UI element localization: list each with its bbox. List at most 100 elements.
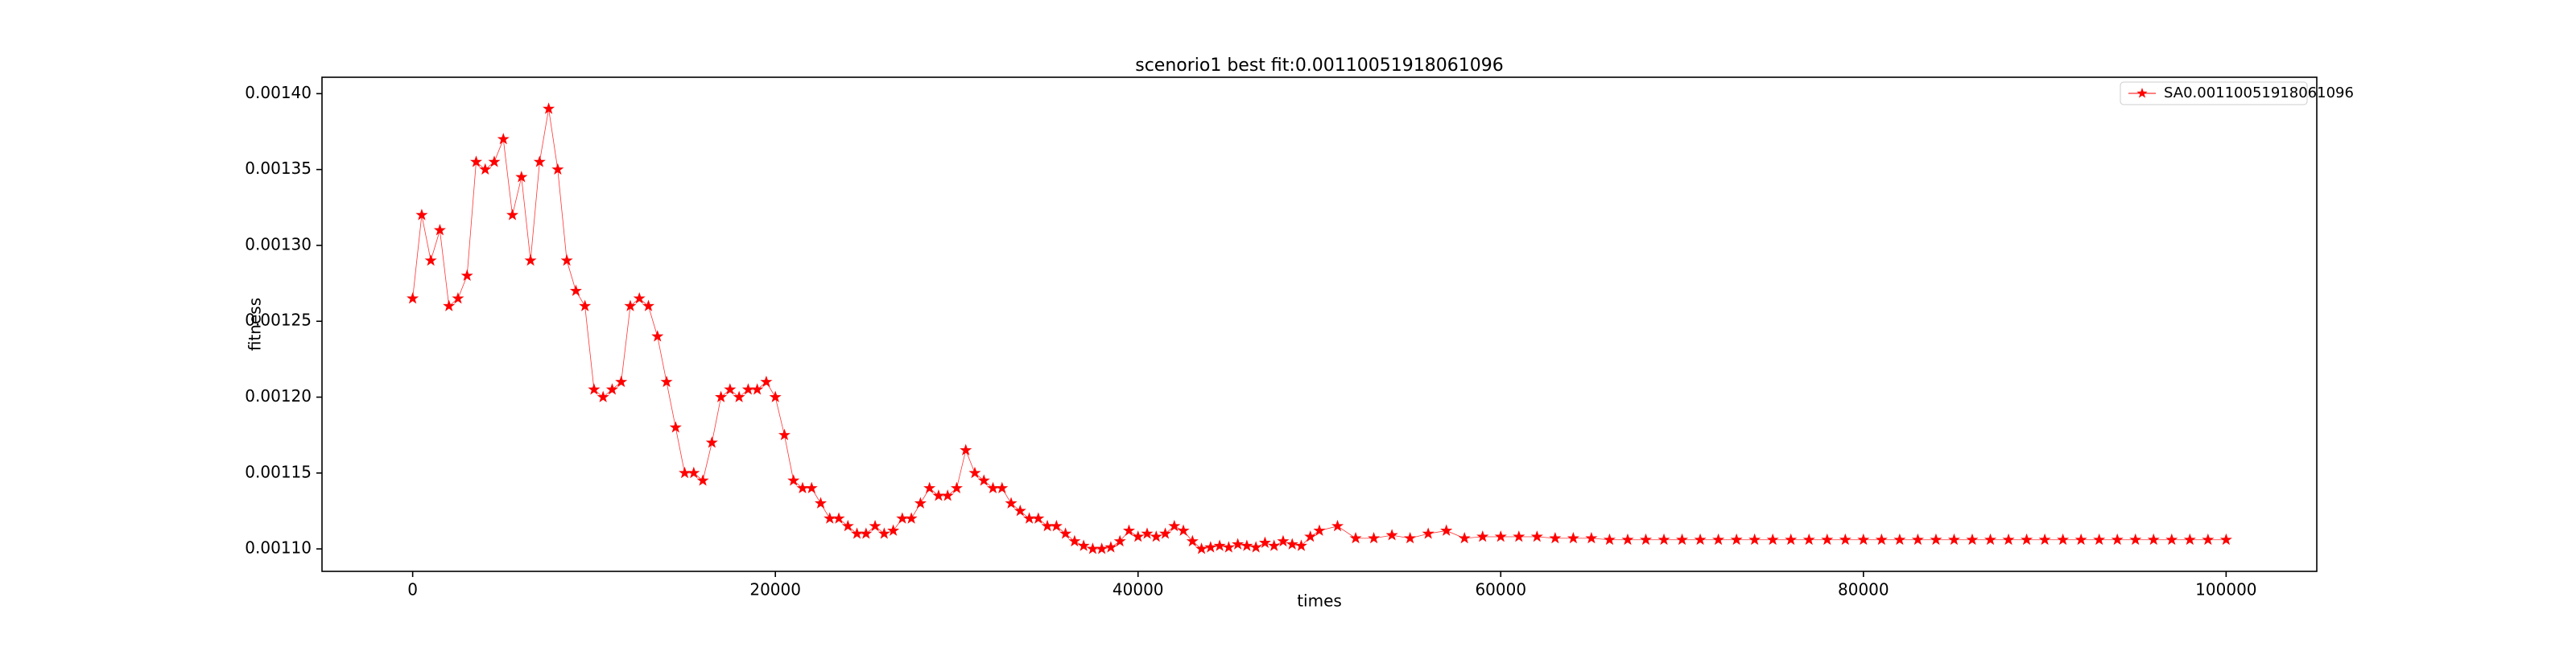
y-tick-label: 0.00140 bbox=[245, 83, 312, 102]
legend-marker bbox=[2136, 88, 2148, 98]
point-marker bbox=[1032, 512, 1045, 524]
point-marker bbox=[1476, 530, 1489, 542]
point-marker bbox=[1068, 534, 1081, 547]
point-marker bbox=[1186, 534, 1199, 547]
point-marker bbox=[1132, 530, 1145, 542]
point-marker bbox=[905, 512, 918, 524]
y-tick-label: 0.00120 bbox=[245, 386, 312, 406]
point-marker bbox=[1177, 524, 1190, 536]
y-tick-label: 0.00115 bbox=[245, 462, 312, 481]
legend-box bbox=[2120, 81, 2308, 105]
x-tick-label: 100000 bbox=[2195, 580, 2256, 600]
point-marker bbox=[2202, 533, 2215, 546]
point-marker bbox=[1168, 519, 1181, 532]
point-marker bbox=[1911, 533, 1924, 546]
point-marker bbox=[950, 481, 963, 494]
point-marker bbox=[651, 330, 664, 342]
chart-title: scenorio1 best fit:0.00110051918061096 bbox=[1135, 56, 1504, 76]
point-marker bbox=[1404, 531, 1417, 544]
point-marker bbox=[724, 383, 737, 395]
point-marker bbox=[968, 466, 981, 479]
legend-label: SA0.00110051918061096 bbox=[2164, 84, 2354, 101]
point-marker bbox=[443, 299, 456, 311]
point-marker bbox=[1621, 533, 1634, 546]
x-tick-label: 20000 bbox=[749, 580, 801, 600]
series-markers bbox=[407, 102, 2232, 554]
point-marker bbox=[960, 443, 972, 455]
point-marker bbox=[832, 512, 845, 524]
point-marker bbox=[814, 497, 828, 509]
axes-frame bbox=[321, 76, 2318, 572]
point-marker bbox=[588, 383, 601, 395]
point-marker bbox=[1875, 533, 1888, 546]
point-marker bbox=[1766, 533, 1779, 546]
point-marker bbox=[1150, 530, 1162, 542]
point-marker bbox=[2038, 533, 2051, 546]
point-marker bbox=[1158, 527, 1172, 539]
x-tick-label: 40000 bbox=[1113, 580, 1164, 600]
point-marker bbox=[1530, 530, 1543, 542]
point-marker bbox=[560, 253, 573, 266]
point-marker bbox=[1013, 505, 1026, 517]
point-marker bbox=[1422, 527, 1435, 539]
point-marker bbox=[715, 390, 728, 402]
point-marker bbox=[1802, 533, 1815, 546]
point-marker bbox=[615, 375, 628, 388]
point-marker bbox=[696, 474, 709, 486]
point-marker bbox=[524, 253, 537, 266]
point-marker bbox=[597, 390, 609, 402]
point-marker bbox=[415, 208, 428, 220]
point-marker bbox=[1930, 533, 1942, 546]
point-marker bbox=[805, 481, 818, 494]
x-axis-label: times bbox=[1297, 591, 1342, 611]
point-marker bbox=[1748, 533, 1761, 546]
point-marker bbox=[787, 474, 800, 486]
point-marker bbox=[633, 292, 646, 304]
point-marker bbox=[1947, 533, 1960, 546]
point-marker bbox=[1059, 527, 1072, 539]
y-tick-label: 0.00130 bbox=[245, 234, 312, 253]
point-marker bbox=[1585, 531, 1598, 544]
point-marker bbox=[751, 383, 764, 395]
point-marker bbox=[1204, 541, 1217, 553]
point-marker bbox=[1050, 519, 1063, 532]
point-marker bbox=[1077, 539, 1090, 551]
point-marker bbox=[1694, 533, 1707, 546]
point-marker bbox=[1440, 524, 1453, 536]
point-marker bbox=[923, 481, 936, 494]
y-axis-label: fitness bbox=[246, 298, 265, 351]
point-marker bbox=[1785, 533, 1798, 546]
point-marker bbox=[1603, 533, 1616, 546]
point-marker bbox=[1730, 533, 1743, 546]
point-marker bbox=[996, 481, 1009, 494]
point-marker bbox=[452, 292, 464, 304]
point-marker bbox=[687, 466, 700, 479]
point-marker bbox=[1893, 533, 1906, 546]
point-marker bbox=[1213, 539, 1226, 551]
point-marker bbox=[860, 527, 873, 539]
point-marker bbox=[1821, 533, 1834, 546]
point-marker bbox=[479, 163, 492, 175]
point-marker bbox=[1096, 542, 1108, 554]
point-marker bbox=[1241, 539, 1253, 551]
point-marker bbox=[1676, 533, 1689, 546]
point-marker bbox=[1195, 542, 1208, 554]
point-marker bbox=[1494, 530, 1507, 542]
point-marker bbox=[1458, 531, 1471, 544]
point-marker bbox=[1258, 536, 1271, 548]
point-marker bbox=[1141, 527, 1154, 539]
point-marker bbox=[605, 383, 618, 395]
point-marker bbox=[877, 527, 890, 539]
point-marker bbox=[1268, 539, 1281, 551]
point-marker bbox=[1313, 524, 1326, 536]
point-marker bbox=[460, 269, 473, 282]
point-marker bbox=[551, 163, 564, 175]
point-marker bbox=[2002, 533, 2015, 546]
point-marker bbox=[1839, 533, 1852, 546]
point-marker bbox=[1277, 534, 1290, 547]
point-marker bbox=[769, 390, 782, 402]
point-marker bbox=[1712, 533, 1725, 546]
point-marker bbox=[543, 102, 555, 114]
